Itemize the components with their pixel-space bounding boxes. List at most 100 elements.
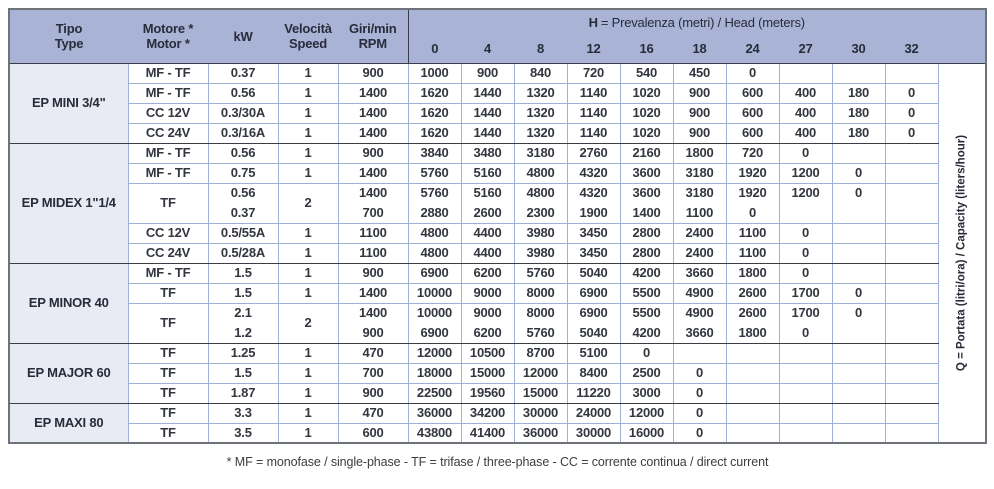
speed-cell: 1 (278, 163, 339, 184)
col-header-type: Tipo Type (9, 9, 128, 64)
q-value-cell: 8000 (514, 303, 568, 323)
q-value-cell (779, 203, 833, 224)
rpm-cell: 1400 (338, 163, 409, 184)
q-value-cell: 2300 (514, 203, 568, 224)
q-value-cell: 1000 (407, 63, 462, 84)
q-value-cell: 5100 (567, 343, 621, 364)
q-value-cell: 1620 (407, 103, 462, 124)
table-row: CC 12V 0.5/55A 1 1100 4800 4400 3980 3450 2800 24… (9, 223, 986, 244)
q-axis-label: Q = Portata (litri/ora) / Capacity (lite… (955, 134, 968, 371)
q-value-cell: 600 (726, 83, 780, 104)
q-value-cell: 900 (673, 83, 727, 104)
q-value-cell: 2600 (461, 203, 515, 224)
q-value-cell: 600 (726, 123, 780, 144)
speed-cell: 1 (278, 243, 339, 264)
q-value-cell: 3450 (567, 223, 621, 244)
head-symbol: H (588, 15, 598, 30)
q-value-cell: 1800 (673, 143, 727, 164)
q-value-cell: 8000 (514, 283, 568, 304)
q-value-cell (779, 363, 833, 384)
q-value-cell (885, 403, 939, 424)
head-col-8: 8 (514, 35, 567, 64)
q-value-cell: 1020 (620, 103, 674, 124)
head-col-4: 4 (461, 35, 514, 64)
q-value-cell: 1800 (726, 263, 780, 284)
q-value-cell: 43800 (407, 423, 462, 444)
rpm-cell: 1400 (338, 183, 409, 203)
col-header-type-it: Tipo (55, 20, 83, 36)
motor-cell: CC 24V (128, 243, 209, 264)
q-value-cell: 0 (779, 323, 833, 344)
kw-cell: 1.5 (208, 263, 279, 284)
q-value-cell: 1400 (620, 203, 674, 224)
q-value-cell: 0 (673, 423, 727, 444)
q-value-cell: 6900 (567, 283, 621, 304)
q-value-cell: 1020 (620, 123, 674, 144)
table-row: TF 1.87 1 900 22500 19560 15000 11220 3000 0 (9, 383, 986, 404)
head-title: = Prevalenza (metri) / Head (meters) (600, 15, 805, 30)
q-value-cell: 5040 (567, 323, 621, 344)
head-col-27: 27 (779, 35, 832, 64)
col-header-type-en: Type (54, 36, 84, 52)
motor-cell: TF (128, 303, 209, 344)
col-header-rpm-en: RPM (358, 36, 387, 52)
q-value-cell: 18000 (407, 363, 462, 384)
q-value-cell (885, 323, 939, 344)
col-header-speed: Velocità Speed (278, 9, 338, 64)
q-value-cell: 180 (832, 103, 886, 124)
q-value-cell: 1700 (779, 283, 833, 304)
q-value-cell (832, 383, 886, 404)
q-value-cell (779, 403, 833, 424)
q-value-cell: 15000 (514, 383, 568, 404)
rpm-cell: 1400 (338, 123, 409, 144)
q-value-cell: 4800 (407, 223, 462, 244)
q-value-cell: 540 (620, 63, 674, 84)
rpm-cell: 1400 (338, 103, 409, 124)
q-value-cell: 30000 (514, 403, 568, 424)
q-value-cell: 4200 (620, 323, 674, 344)
type-cell: EP MAJOR 60 (9, 343, 129, 404)
kw-cell: 1.5 (208, 283, 279, 304)
rpm-cell: 1400 (338, 283, 409, 304)
q-value-cell: 3450 (567, 243, 621, 264)
q-value-cell: 840 (514, 63, 568, 84)
q-value-cell: 4800 (407, 243, 462, 264)
speed-cell: 1 (278, 283, 339, 304)
q-value-cell: 1140 (567, 123, 621, 144)
table-row: EP MINI 3/4" MF - TF 0.37 1 900 1000 900 840 720… (9, 63, 987, 443)
q-value-cell: 0 (885, 83, 939, 104)
q-value-cell: 1020 (620, 83, 674, 104)
q-value-cell: 5040 (567, 263, 621, 284)
speed-cell: 1 (278, 263, 339, 284)
table-row: EP MIDEX 1"1/4 MF - TF 0.56 1 900 3840 3480 318… (9, 143, 986, 264)
q-value-cell: 5160 (461, 163, 515, 184)
kw-cell: 0.5/55A (208, 223, 279, 244)
table-row: CC 24V 0.3/16A 1 1400 1620 1440 1320 1140 1020 90… (9, 123, 986, 144)
q-value-cell: 2880 (407, 203, 462, 224)
q-value-cell: 5760 (407, 163, 462, 184)
q-value-cell (832, 223, 886, 244)
q-value-cell (885, 263, 939, 284)
q-value-cell: 720 (567, 63, 621, 84)
q-value-cell (885, 63, 939, 84)
q-value-cell: 0 (673, 383, 727, 404)
q-value-cell: 10000 (407, 303, 462, 323)
rpm-cell: 470 (338, 403, 409, 424)
col-header-rpm: Giri/min RPM (338, 9, 408, 64)
q-value-cell: 1320 (514, 123, 568, 144)
q-value-cell: 3180 (673, 183, 727, 203)
rpm-cell: 900 (338, 323, 409, 344)
q-value-cell: 1920 (726, 163, 780, 184)
table-row: 0.37 700 2880 2600 2300 1900 1400 1100 0 (9, 203, 986, 224)
q-value-cell: 4400 (461, 223, 515, 244)
q-value-cell: 0 (832, 163, 886, 184)
q-value-cell: 1100 (726, 243, 780, 264)
q-value-cell: 16000 (620, 423, 674, 444)
motor-cell: MF - TF (128, 63, 209, 84)
motor-cell: TF (128, 403, 209, 424)
q-value-cell: 0 (885, 123, 939, 144)
speed-cell: 1 (278, 103, 339, 124)
type-cell: EP MINI 3/4" (9, 63, 129, 144)
speed-cell: 1 (278, 223, 339, 244)
q-value-cell: 600 (726, 103, 780, 124)
